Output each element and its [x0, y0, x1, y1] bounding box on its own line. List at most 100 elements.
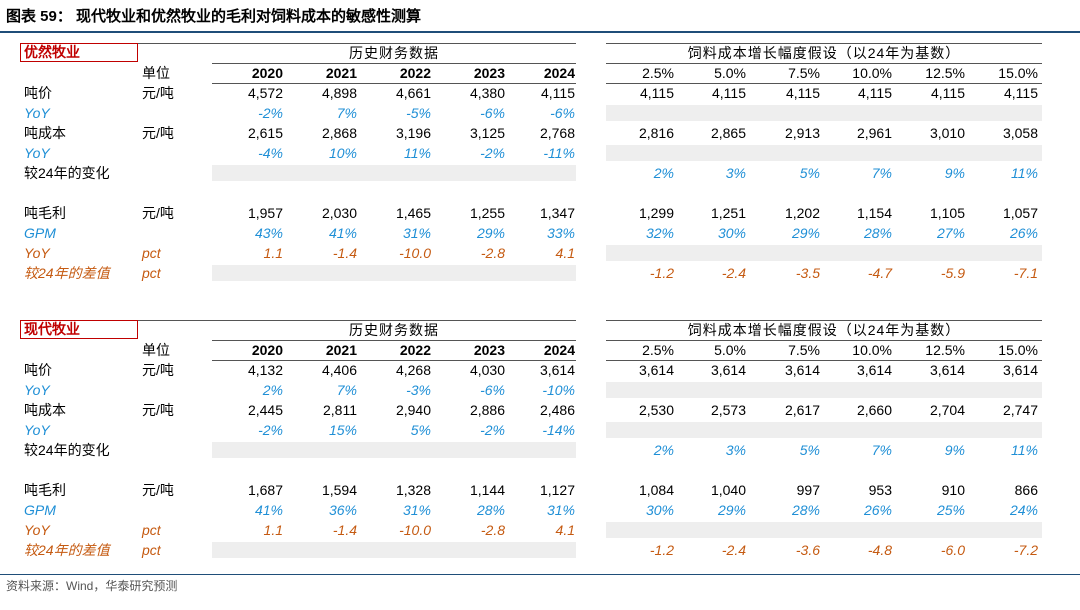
- table-row: YoY -2% 15% 5% -2% -14%: [20, 420, 1042, 440]
- row-unit: pct: [142, 245, 161, 261]
- row-label: YoY: [24, 145, 50, 161]
- hist-value: [291, 263, 357, 283]
- proj-value: -7.2: [1013, 542, 1038, 558]
- proj-value: 3,614: [929, 362, 965, 378]
- hist-value: -3%: [406, 382, 431, 398]
- proj-value: [899, 143, 965, 163]
- row-unit: [142, 223, 212, 243]
- empty-shade: [606, 422, 1042, 438]
- proj-value: 30%: [717, 225, 746, 241]
- proj-value: [680, 103, 746, 123]
- hist-value: 4,661: [395, 85, 431, 101]
- proj-value: [608, 520, 674, 540]
- header-rule-top-proj: [606, 43, 1042, 44]
- hist-value: 2,886: [469, 402, 505, 418]
- hist-value: 11%: [404, 145, 431, 161]
- hist-value: -6%: [480, 105, 505, 121]
- hist-value: 4,572: [247, 85, 283, 101]
- historical-header: 历史财务数据: [349, 45, 439, 61]
- empty-shade: [606, 145, 1042, 161]
- hist-value: 2,768: [539, 125, 575, 141]
- proj-value: 4,115: [1004, 85, 1038, 101]
- row-unit: pct: [142, 265, 161, 281]
- proj-value: 9%: [944, 442, 965, 458]
- table-row: 吨毛利 元/吨 1,687 1,594 1,328 1,144 1,127 1,084 1,04…: [20, 480, 1042, 500]
- hist-value: [509, 540, 575, 560]
- empty-shade: [212, 165, 576, 181]
- row-label: 较24年的差值: [24, 265, 110, 281]
- hist-value: -1.4: [332, 245, 357, 261]
- proj-value: 25%: [936, 502, 965, 518]
- row-label: GPM: [24, 502, 56, 518]
- proj-value: 4,115: [712, 85, 746, 101]
- row-unit: 元/吨: [142, 205, 174, 221]
- proj-value: 2%: [653, 442, 674, 458]
- scenario-header: 12.5%: [925, 342, 965, 358]
- hist-value: 7%: [336, 105, 357, 121]
- proj-value: 910: [941, 482, 965, 498]
- hist-value: [439, 540, 505, 560]
- proj-value: 30%: [645, 502, 674, 518]
- hist-value: 33%: [546, 225, 575, 241]
- hist-value: 2,030: [321, 205, 357, 221]
- hist-value: 2,445: [247, 402, 283, 418]
- proj-value: 3%: [725, 442, 746, 458]
- proj-value: 2,617: [784, 402, 820, 418]
- header-rule-bottom-proj: [606, 83, 1042, 84]
- projection-header: 饲料成本增长幅度假设（以24年为基数）: [687, 45, 961, 61]
- scenario-header: 7.5%: [788, 65, 820, 81]
- row-unit: 元/吨: [142, 85, 174, 101]
- hist-value: -2.8: [480, 245, 505, 261]
- proj-value: 7%: [871, 165, 892, 181]
- row-label: YoY: [24, 105, 50, 121]
- proj-value: 26%: [863, 502, 892, 518]
- proj-value: 1,057: [1002, 205, 1038, 221]
- hist-value: [439, 263, 505, 283]
- scenario-header: 7.5%: [788, 342, 820, 358]
- proj-value: [899, 420, 965, 440]
- footer-divider: [0, 574, 1080, 575]
- scenario-header: 2.5%: [642, 65, 674, 81]
- proj-value: 3,614: [638, 362, 674, 378]
- proj-value: [754, 103, 820, 123]
- hist-value: 4,380: [469, 85, 505, 101]
- table-row: YoY -4% 10% 11% -2% -11%: [20, 143, 1042, 163]
- proj-value: 2%: [653, 165, 674, 181]
- hist-value: 31%: [402, 225, 431, 241]
- hist-value: 4.1: [555, 522, 575, 538]
- proj-value: [826, 420, 892, 440]
- empty-shade: [606, 382, 1042, 398]
- proj-value: 1,105: [929, 205, 965, 221]
- proj-value: 866: [1014, 482, 1038, 498]
- row-unit: [142, 440, 212, 460]
- proj-value: [826, 243, 892, 263]
- hist-value: 2%: [262, 382, 283, 398]
- table-row: YoY 2% 7% -3% -6% -10%: [20, 380, 1042, 400]
- proj-value: [680, 143, 746, 163]
- hist-value: -6%: [550, 105, 575, 121]
- proj-value: [899, 380, 965, 400]
- proj-value: [972, 103, 1038, 123]
- year-header: 2022: [399, 65, 431, 81]
- unit-header: 单位: [142, 65, 170, 81]
- row-unit: [142, 143, 212, 163]
- proj-value: 2,865: [710, 125, 746, 141]
- company-name: 现代牧业: [20, 320, 138, 339]
- hist-value: 4,030: [469, 362, 505, 378]
- table-row: YoY pct 1.1 -1.4 -10.0 -2.8 4.1: [20, 243, 1042, 263]
- proj-value: [899, 243, 965, 263]
- hist-value: -2.8: [480, 522, 505, 538]
- proj-value: [972, 143, 1038, 163]
- empty-shade: [606, 245, 1042, 261]
- hist-value: 4,115: [541, 85, 575, 101]
- hist-value: -4%: [258, 145, 283, 161]
- proj-value: 3,614: [784, 362, 820, 378]
- hist-value: 1,957: [247, 205, 283, 221]
- proj-value: 1,040: [710, 482, 746, 498]
- hist-value: 1,347: [539, 205, 575, 221]
- proj-value: 11%: [1011, 165, 1038, 181]
- row-label: YoY: [24, 245, 50, 261]
- row-label: 吨价: [24, 85, 52, 101]
- row-unit: [142, 103, 212, 123]
- proj-value: 4,115: [640, 85, 674, 101]
